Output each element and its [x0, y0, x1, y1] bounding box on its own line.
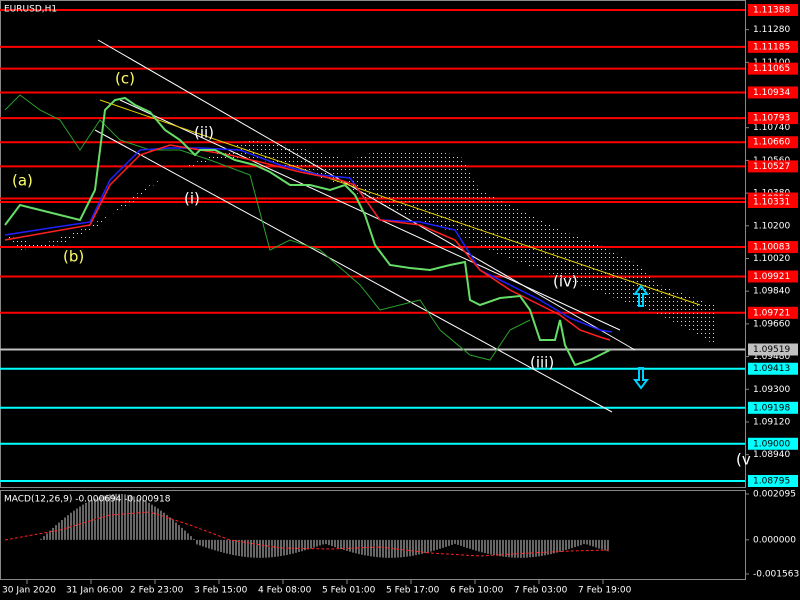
down-arrow — [633, 367, 649, 390]
wave-label: (b) — [63, 248, 84, 266]
level-label: 1.10660 — [753, 138, 790, 148]
level-label: 1.09519 — [753, 345, 790, 355]
price-line — [4, 96, 611, 367]
price-tick-label: 1.09300 — [753, 385, 790, 395]
wave-label: (i) — [184, 190, 200, 208]
price-tick-label: 1.10020 — [753, 254, 790, 264]
macd-signal — [4, 511, 611, 557]
wave-label: (c) — [115, 70, 135, 88]
tenkan-line — [4, 144, 611, 341]
level-label: 1.09721 — [753, 308, 790, 318]
price-tick-label: 1.11280 — [753, 25, 790, 35]
level-label-box — [748, 40, 798, 53]
ichimoku-cloud — [5, 140, 715, 345]
level-label: 1.10331 — [753, 197, 790, 207]
level-label: 1.11185 — [753, 42, 790, 52]
price-tick-label: 1.09840 — [753, 287, 790, 297]
time-label: 6 Feb 10:00 — [450, 586, 504, 596]
time-label: 7 Feb 19:00 — [578, 586, 632, 596]
price-tick-label: 1.08940 — [753, 450, 790, 460]
level-label-box — [748, 195, 798, 208]
macd-tick-label: 0.000000 — [753, 535, 796, 545]
kijun-line — [4, 147, 613, 333]
time-label: 5 Feb 01:00 — [322, 586, 376, 596]
wave-label: (iv) — [553, 273, 578, 291]
level-label-box — [748, 437, 798, 450]
level-label-box — [748, 136, 798, 149]
level-label-box — [748, 86, 798, 99]
time-label: 2 Feb 23:00 — [130, 586, 184, 596]
wave-label: (v — [736, 451, 751, 469]
main-frame — [0, 0, 746, 488]
time-label: 30 Jan 2020 — [2, 586, 56, 596]
macd-tick-label: 0.002095 — [753, 490, 796, 500]
channel-line — [97, 39, 636, 351]
macd-frame — [0, 490, 746, 580]
level-label-box — [748, 362, 798, 375]
price-tick-label: 1.10740 — [753, 123, 790, 133]
level-label: 1.10934 — [753, 88, 790, 98]
time-label: 3 Feb 15:00 — [194, 586, 248, 596]
level-label: 1.11388 — [753, 6, 790, 16]
level-label: 1.11065 — [753, 64, 790, 74]
level-label: 1.08795 — [753, 477, 790, 487]
chikou-line — [4, 94, 531, 361]
level-label: 1.10083 — [753, 243, 790, 253]
level-label-box — [748, 270, 798, 283]
level-label-box — [748, 306, 798, 319]
wave-label: (ii) — [194, 124, 214, 142]
price-tick-label: 1.09480 — [753, 352, 790, 362]
symbol-title: EURUSD,H1 — [4, 5, 57, 15]
level-label: 1.09413 — [753, 364, 790, 374]
level-label: 1.10793 — [753, 114, 790, 124]
level-label-box — [748, 241, 798, 254]
level-label-box — [748, 112, 798, 125]
macd-tick-label: -0.001563 — [753, 570, 799, 580]
trend-line — [99, 99, 701, 306]
level-label: 1.09921 — [753, 272, 790, 282]
time-label: 7 Feb 03:00 — [514, 586, 568, 596]
level-label: 1.09000 — [753, 439, 790, 449]
level-label-box — [748, 401, 798, 414]
level-label-box — [748, 62, 798, 75]
time-label: 31 Jan 06:00 — [66, 586, 123, 596]
level-label-box — [748, 343, 798, 356]
price-tick-label: 1.09660 — [753, 319, 790, 329]
up-arrow — [633, 284, 649, 307]
level-label: 1.09198 — [753, 403, 790, 413]
wave-label: (iii) — [530, 354, 554, 372]
time-label: 5 Feb 17:00 — [386, 586, 440, 596]
level-label-box — [748, 475, 798, 487]
level-label: 1.10527 — [753, 162, 790, 172]
level-label-box — [748, 160, 798, 173]
level-label-box — [748, 4, 798, 16]
time-label: 4 Feb 08:00 — [258, 586, 312, 596]
channel-line — [119, 99, 621, 331]
price-tick-label: 1.09120 — [753, 417, 790, 427]
channel-line — [94, 129, 613, 413]
wave-label: (a) — [12, 172, 33, 190]
macd-label: MACD(12,26,9) -0.000694 -0.000918 — [4, 495, 171, 505]
price-tick-label: 1.10200 — [753, 221, 790, 231]
